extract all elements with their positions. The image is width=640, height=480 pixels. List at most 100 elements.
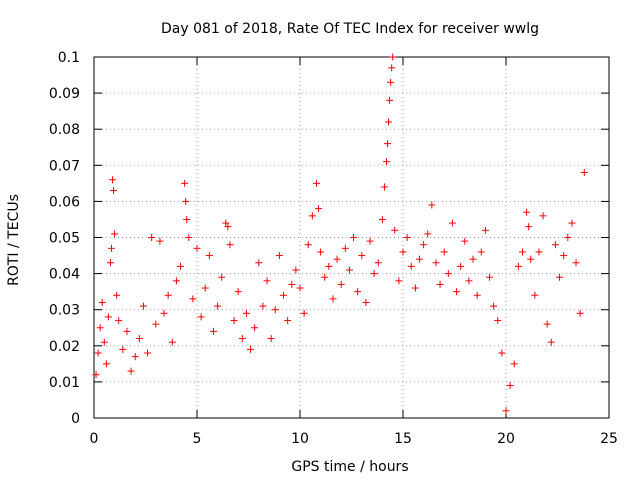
data-point	[160, 309, 168, 317]
data-point	[317, 248, 325, 256]
data-point	[444, 270, 452, 278]
data-point	[104, 313, 112, 321]
data-point	[164, 291, 172, 299]
data-point	[127, 367, 135, 375]
data-point	[518, 248, 526, 256]
data-point	[275, 252, 283, 260]
data-point	[255, 259, 263, 267]
data-point	[568, 219, 576, 227]
data-point	[100, 338, 108, 346]
data-point	[321, 273, 329, 281]
data-point	[564, 234, 572, 241]
data-point	[366, 237, 374, 245]
data-point	[486, 273, 494, 281]
data-point	[315, 205, 323, 213]
data-point	[197, 313, 205, 321]
data-point	[242, 309, 250, 317]
data-point	[181, 179, 189, 187]
data-point	[148, 234, 156, 241]
data-point	[108, 244, 116, 252]
data-point	[209, 327, 217, 335]
data-point	[106, 259, 114, 267]
data-point	[453, 288, 461, 296]
data-point	[144, 349, 152, 357]
data-point	[251, 324, 259, 332]
data-point	[514, 262, 522, 270]
data-point	[296, 284, 304, 292]
x-tick-label: 20	[497, 431, 515, 447]
data-point	[543, 320, 551, 328]
data-point	[222, 219, 230, 227]
data-point	[247, 345, 255, 353]
data-point	[506, 382, 514, 390]
data-point	[214, 302, 222, 310]
data-point	[267, 335, 275, 343]
data-point	[304, 241, 312, 249]
data-point	[391, 226, 399, 234]
data-point	[115, 317, 123, 325]
data-point	[547, 338, 555, 346]
data-point	[572, 259, 580, 267]
data-point	[329, 295, 337, 303]
y-tick-label: 0.01	[49, 375, 80, 391]
data-point	[337, 280, 345, 288]
data-point	[386, 96, 394, 104]
data-point	[383, 158, 391, 166]
y-axis-label: ROTI / TECUs	[6, 194, 22, 286]
data-point	[259, 302, 267, 310]
data-point	[96, 324, 104, 332]
data-point	[168, 338, 176, 346]
data-point	[284, 317, 292, 325]
data-point	[110, 187, 118, 195]
data-point	[461, 237, 469, 245]
data-point	[490, 302, 498, 310]
data-point	[193, 244, 201, 252]
data-point	[535, 248, 543, 256]
data-point	[436, 280, 444, 288]
data-point	[156, 237, 164, 245]
data-point	[312, 179, 320, 187]
data-point	[387, 78, 395, 86]
data-point	[230, 317, 238, 325]
axis-ticks	[93, 56, 610, 419]
grid-lines	[94, 57, 609, 418]
data-point	[403, 234, 411, 241]
y-tick-label: 0.02	[49, 339, 80, 355]
data-point	[182, 197, 190, 205]
data-point	[370, 270, 378, 278]
data-point	[205, 252, 213, 260]
data-point	[263, 277, 271, 285]
data-point	[98, 298, 106, 306]
data-point	[420, 241, 428, 249]
data-point	[172, 277, 180, 285]
data-point	[551, 241, 559, 249]
data-point	[226, 241, 234, 249]
y-tick-label: 0.07	[49, 158, 80, 174]
tick-labels: 0 0.01 0.02 0.03 0.04 0.05 0.06 0.07 0.08 0.09 0.1…	[49, 50, 618, 447]
data-point	[271, 306, 279, 314]
data-point	[473, 291, 481, 299]
data-point	[109, 176, 117, 184]
y-tick-label: 0.1	[58, 50, 80, 66]
data-point	[510, 360, 518, 368]
y-tick-label: 0.05	[49, 231, 80, 247]
data-point	[224, 223, 232, 231]
data-point	[560, 252, 568, 260]
data-point	[280, 291, 288, 299]
data-point	[384, 140, 392, 148]
x-tick-label: 25	[600, 431, 618, 447]
data-point	[411, 284, 419, 292]
y-tick-label: 0.03	[49, 303, 80, 319]
data-point	[576, 309, 584, 317]
y-tick-label: 0.04	[49, 267, 80, 283]
data-point	[415, 255, 423, 263]
data-point	[308, 212, 316, 220]
data-point	[457, 262, 465, 270]
data-point	[424, 230, 432, 238]
data-point	[465, 277, 473, 285]
data-point	[440, 248, 448, 256]
data-point	[288, 280, 296, 288]
data-point	[185, 234, 193, 241]
data-point	[345, 266, 353, 274]
data-points	[92, 53, 588, 415]
